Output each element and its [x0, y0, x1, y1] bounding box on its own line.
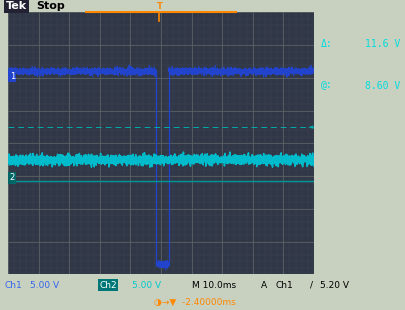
Text: 5.00 V: 5.00 V — [132, 281, 161, 290]
Text: 8.60 V: 8.60 V — [365, 81, 401, 91]
Text: T: T — [156, 2, 162, 11]
Text: 1: 1 — [10, 72, 15, 81]
Text: 2: 2 — [10, 173, 15, 182]
Text: @:: @: — [321, 81, 333, 91]
Text: M 10.0ms: M 10.0ms — [192, 281, 237, 290]
Text: Stop: Stop — [36, 1, 65, 11]
Text: Tek: Tek — [6, 1, 27, 11]
Text: ◄: ◄ — [308, 124, 313, 130]
Text: Δ:: Δ: — [321, 39, 333, 49]
Text: Ch1: Ch1 — [4, 281, 22, 290]
Text: 5.00 V: 5.00 V — [30, 281, 60, 290]
Text: /: / — [310, 281, 313, 290]
Text: 11.6 V: 11.6 V — [365, 39, 401, 49]
Text: ◑→▼  -2.40000ms: ◑→▼ -2.40000ms — [154, 298, 236, 307]
Text: Ch2: Ch2 — [99, 281, 117, 290]
Text: A: A — [261, 281, 267, 290]
Text: Ch1: Ch1 — [275, 281, 293, 290]
Text: 5.20 V: 5.20 V — [320, 281, 349, 290]
